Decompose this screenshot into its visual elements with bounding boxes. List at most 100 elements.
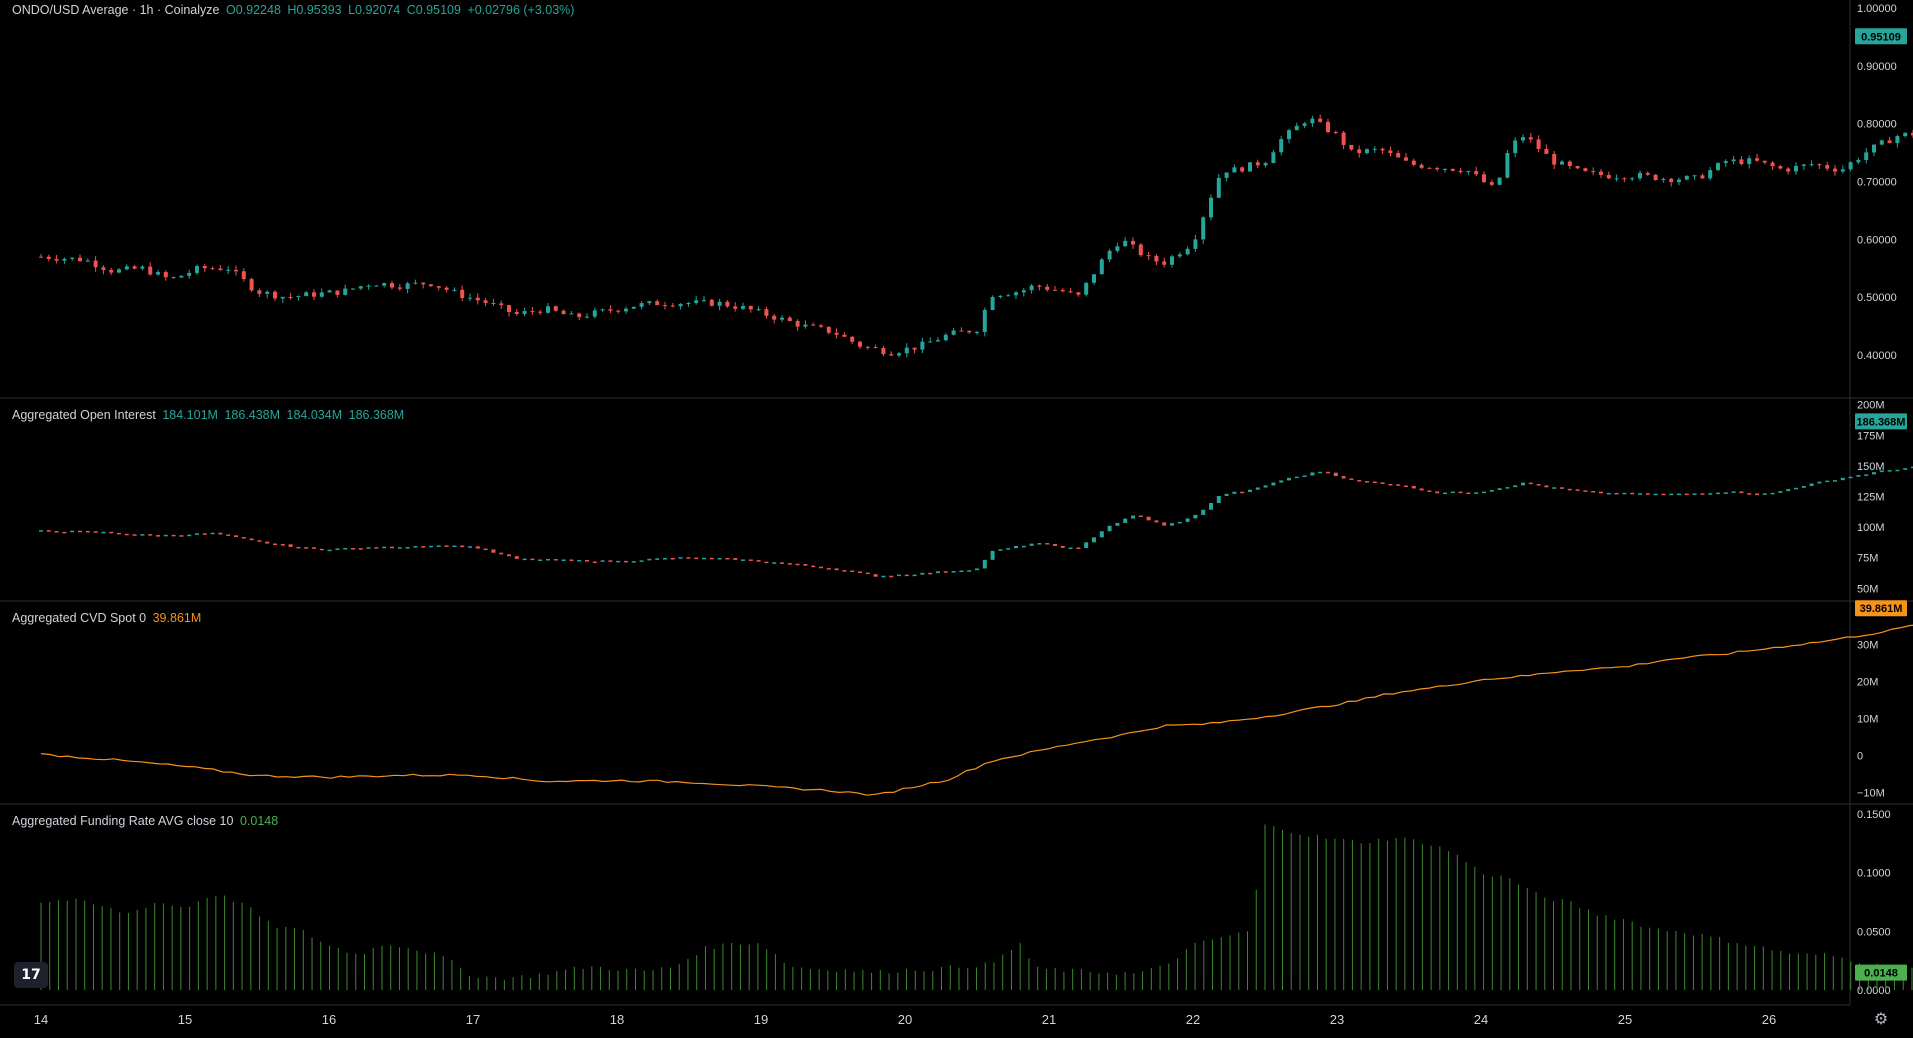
price-candle: [1778, 166, 1783, 169]
price-candle: [1154, 255, 1159, 262]
oi-candle: [507, 554, 511, 557]
oi-candle: [1349, 478, 1354, 481]
oi-candle: [312, 547, 316, 549]
time-axis-tick-23: 23: [1330, 1012, 1344, 1027]
oi-candle: [156, 535, 160, 537]
time-axis-tick-22: 22: [1186, 1012, 1200, 1027]
price-candle: [288, 296, 293, 298]
price-candle: [1575, 166, 1580, 169]
price-candle: [1138, 244, 1143, 256]
oi-candle: [1248, 489, 1252, 492]
oi-candle: [1684, 493, 1689, 496]
price-candle: [530, 311, 535, 313]
price-candle: [1224, 172, 1229, 178]
oi-candle: [608, 560, 613, 562]
price-candle: [904, 347, 909, 354]
price-candle: [1115, 246, 1120, 251]
oi-legend: Aggregated Open Interest 184.101M 186.43…: [12, 408, 407, 422]
price-candle: [195, 266, 199, 273]
price-candle: [1404, 157, 1408, 161]
price-candle: [959, 330, 964, 332]
price-candle: [1131, 240, 1135, 245]
oi-candle: [1131, 515, 1135, 519]
oi-candle: [967, 570, 972, 572]
price-candle: [1583, 168, 1588, 172]
oi-candle: [717, 557, 722, 560]
price-candle: [1396, 153, 1401, 158]
gear-icon[interactable]: ⚙: [1873, 1009, 1889, 1028]
price-candle: [772, 315, 777, 320]
price-candle: [1349, 144, 1354, 150]
cvd-axis-tick-4: −10M: [1857, 787, 1885, 799]
price-candle: [109, 269, 114, 273]
price-candle: [140, 266, 145, 269]
oi-candle: [569, 559, 574, 561]
oi-candle: [795, 563, 800, 566]
oi-candle: [725, 557, 730, 560]
oi-candle: [85, 530, 90, 533]
price-candle: [1809, 164, 1814, 166]
oi-candle: [483, 548, 488, 551]
oi-candle: [1224, 493, 1229, 496]
price-candle: [62, 258, 67, 261]
oi-axis-tick-0: 200M: [1857, 400, 1885, 412]
price-candle: [1365, 149, 1369, 154]
price-candle: [148, 266, 153, 275]
oi-candle: [1544, 485, 1549, 488]
oi-candle: [327, 549, 332, 552]
oi-candle: [1591, 491, 1596, 493]
price-candle: [296, 296, 301, 298]
oi-candle: [592, 561, 597, 564]
oi-candle: [631, 561, 636, 563]
oi-axis-tick-6: 50M: [1857, 583, 1878, 595]
oi-candle: [273, 543, 277, 546]
oi-candle: [694, 557, 699, 560]
price-candle: [780, 317, 784, 320]
price-candle: [1614, 178, 1619, 180]
price-axis-tick-5: 0.50000: [1857, 292, 1897, 304]
oi-candle: [943, 571, 948, 573]
price-candle: [460, 289, 465, 298]
price-candle: [1006, 295, 1011, 297]
tradingview-logo[interactable]: 17: [14, 962, 48, 988]
price-candle: [1310, 118, 1315, 124]
price-candle: [202, 266, 207, 269]
oi-candle: [1365, 481, 1369, 483]
price-candle: [1232, 167, 1237, 173]
cvd-title: Aggregated CVD Spot 0: [12, 611, 147, 625]
oi-candle: [1872, 472, 1876, 475]
oi-candle: [850, 570, 855, 573]
oi-candle: [1801, 486, 1806, 488]
oi-candle: [881, 575, 886, 578]
price-close: C0.95109: [406, 3, 461, 17]
price-candle: [1084, 282, 1089, 295]
oi-candle: [1567, 488, 1572, 491]
oi-candle: [1021, 545, 1026, 548]
price-candle: [1591, 171, 1596, 173]
oi-candle: [1653, 493, 1658, 496]
price-candle: [1755, 158, 1759, 161]
oi-candle: [624, 560, 628, 563]
oi-candle: [1708, 493, 1713, 495]
price-candle: [1443, 168, 1447, 170]
price-candle: [1326, 121, 1330, 133]
oi-candle: [1201, 509, 1206, 515]
price-candle: [577, 313, 582, 318]
oi-candle: [1731, 491, 1736, 493]
oi-candle: [561, 559, 566, 561]
oi-candle: [1630, 492, 1635, 495]
price-candle: [421, 282, 426, 285]
funding-axis-tick-0: 0.1500: [1857, 809, 1891, 821]
price-candle: [132, 266, 137, 269]
price-last-badge: 0.95109: [1861, 31, 1901, 43]
oi-candle: [93, 531, 98, 533]
price-candle: [639, 303, 644, 307]
price-candle: [1552, 153, 1557, 165]
price-candle: [1528, 137, 1533, 140]
oi-candle: [39, 530, 43, 532]
oi-candle: [1107, 525, 1112, 532]
oi-candle: [982, 559, 987, 569]
price-candle: [452, 289, 457, 291]
oi-candle: [577, 559, 582, 562]
